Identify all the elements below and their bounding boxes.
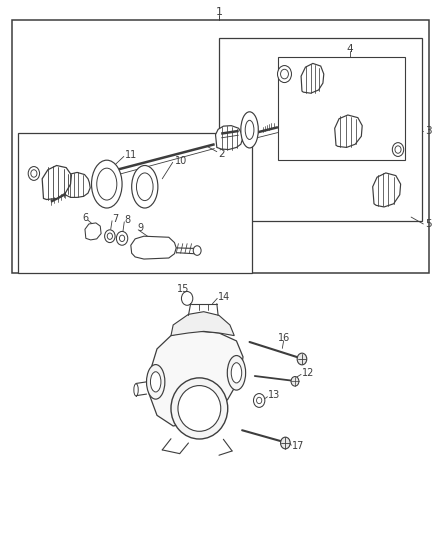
Ellipse shape	[147, 365, 165, 399]
Ellipse shape	[97, 168, 117, 200]
Polygon shape	[149, 330, 243, 426]
Text: 13: 13	[268, 390, 281, 400]
Ellipse shape	[134, 384, 138, 396]
Circle shape	[31, 169, 37, 177]
Ellipse shape	[227, 356, 246, 390]
Ellipse shape	[178, 385, 221, 431]
Text: 1: 1	[215, 7, 223, 17]
Polygon shape	[85, 223, 101, 240]
Text: 14: 14	[218, 292, 230, 302]
Text: 16: 16	[278, 333, 290, 343]
Ellipse shape	[297, 353, 307, 365]
Circle shape	[107, 233, 113, 239]
Bar	[12, 20, 428, 273]
Bar	[219, 38, 422, 221]
Ellipse shape	[171, 378, 228, 439]
Text: 3: 3	[425, 126, 432, 136]
Ellipse shape	[241, 112, 258, 148]
Text: 17: 17	[292, 441, 305, 451]
Circle shape	[181, 292, 193, 305]
Bar	[18, 133, 252, 273]
Bar	[278, 56, 405, 160]
Polygon shape	[131, 236, 176, 259]
Text: 6: 6	[82, 213, 88, 223]
Text: 4: 4	[346, 44, 353, 53]
Text: 11: 11	[125, 150, 138, 160]
Circle shape	[395, 146, 401, 154]
Polygon shape	[301, 63, 324, 93]
Polygon shape	[65, 172, 90, 197]
Ellipse shape	[281, 437, 290, 449]
Ellipse shape	[245, 120, 254, 140]
Text: 10: 10	[174, 156, 187, 166]
Text: 12: 12	[302, 368, 314, 378]
Polygon shape	[171, 312, 234, 336]
Ellipse shape	[291, 376, 299, 386]
Circle shape	[28, 166, 39, 180]
Text: 15: 15	[177, 284, 189, 294]
Circle shape	[117, 231, 128, 245]
Circle shape	[120, 235, 125, 241]
Ellipse shape	[150, 372, 161, 392]
Polygon shape	[335, 115, 362, 148]
Ellipse shape	[193, 246, 201, 255]
Text: 8: 8	[124, 215, 131, 225]
Polygon shape	[373, 173, 401, 207]
Text: 5: 5	[425, 219, 432, 229]
Circle shape	[392, 143, 404, 157]
Polygon shape	[215, 126, 243, 150]
Circle shape	[278, 66, 291, 83]
Text: 9: 9	[137, 223, 143, 233]
Circle shape	[281, 69, 288, 79]
Ellipse shape	[231, 363, 242, 383]
Circle shape	[257, 397, 262, 403]
Circle shape	[105, 230, 115, 243]
Text: 2: 2	[218, 149, 225, 159]
Ellipse shape	[132, 165, 158, 208]
Ellipse shape	[137, 173, 153, 200]
Text: 7: 7	[112, 214, 118, 224]
Polygon shape	[42, 165, 71, 199]
Circle shape	[254, 393, 265, 407]
Ellipse shape	[92, 160, 122, 208]
